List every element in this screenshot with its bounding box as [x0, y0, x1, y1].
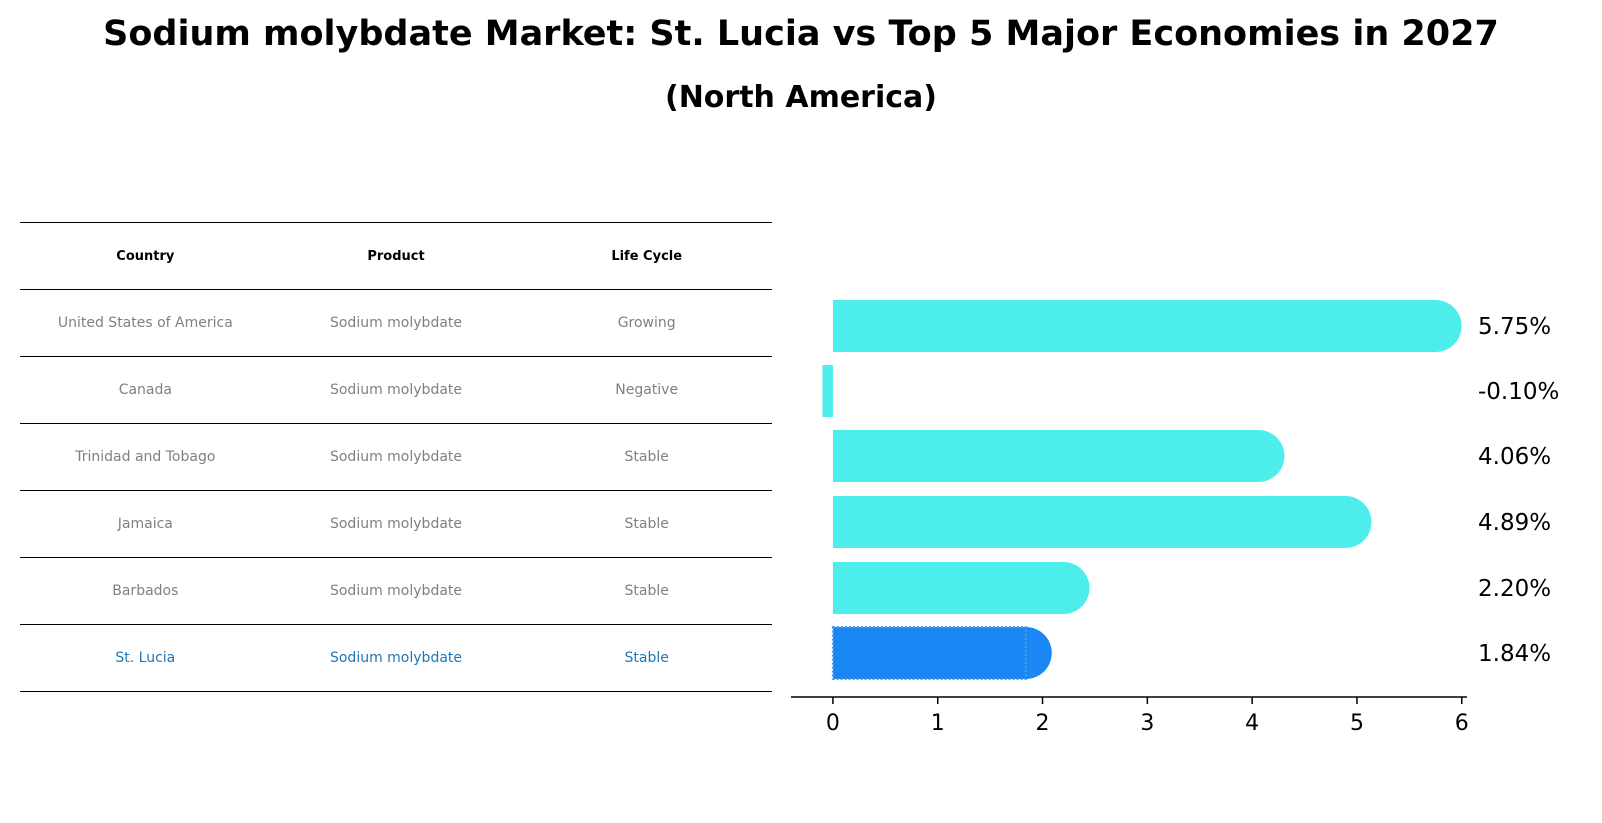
product-cell: Sodium molybdate: [329, 583, 463, 599]
life-cycle-cell: Stable: [624, 449, 669, 465]
bar-value-label: 4.06%: [1478, 444, 1551, 470]
table-row: United States of America Sodium molybdat…: [20, 289, 772, 356]
x-tick-label: 6: [1455, 711, 1469, 736]
table-row: Trinidad and Tobago Sodium molybdate Sta…: [20, 423, 772, 490]
bar: [832, 496, 1372, 548]
bar-value-label: 2.20%: [1478, 576, 1551, 602]
bar: [832, 430, 1285, 482]
table-row: Jamaica Sodium molybdate Stable: [20, 490, 772, 557]
header-life-cycle: Life Cycle: [611, 248, 683, 264]
bar: [822, 365, 833, 417]
life-cycle-cell: Stable: [624, 650, 669, 666]
product-cell: Sodium molybdate: [329, 516, 463, 532]
bar-value-label: 1.84%: [1478, 641, 1551, 667]
chart-title: Sodium molybdate Market: St. Lucia vs To…: [103, 14, 1499, 54]
data-table: Country Product Life Cycle United States…: [20, 222, 772, 692]
life-cycle-cell: Negative: [615, 382, 679, 398]
product-cell: Sodium molybdate: [329, 382, 463, 398]
life-cycle-cell: Stable: [624, 583, 669, 599]
x-tick-label: 4: [1245, 711, 1259, 736]
header-country: Country: [116, 248, 175, 264]
bar: [832, 300, 1462, 352]
country-cell: St. Lucia: [115, 650, 176, 666]
life-cycle-cell: Growing: [617, 315, 676, 331]
x-tick-label: 5: [1350, 711, 1364, 736]
country-cell: Trinidad and Tobago: [75, 449, 216, 465]
table-row-highlight: St. Lucia Sodium molybdate Stable: [20, 624, 772, 692]
life-cycle-cell: Stable: [624, 516, 669, 532]
chart-subtitle: (North America): [664, 80, 937, 115]
country-cell: Barbados: [112, 583, 179, 599]
x-tick-label: 0: [826, 711, 840, 736]
table-row: Barbados Sodium molybdate Stable: [20, 557, 772, 624]
country-cell: Jamaica: [117, 516, 173, 532]
x-tick-label: 2: [1036, 711, 1050, 736]
table-header-row: Country Product Life Cycle: [20, 222, 772, 289]
country-cell: United States of America: [57, 315, 233, 331]
product-cell: Sodium molybdate: [329, 650, 463, 666]
bar: [832, 562, 1090, 614]
bar-value-label: 5.75%: [1478, 314, 1551, 340]
x-tick-label: 1: [931, 711, 945, 736]
product-cell: Sodium molybdate: [329, 315, 463, 331]
header-product: Product: [367, 248, 425, 264]
x-tick-label: 3: [1140, 711, 1154, 736]
highlight-bar: [832, 627, 1052, 679]
bar-value-label: -0.10%: [1478, 379, 1559, 405]
country-cell: Canada: [118, 382, 172, 398]
product-cell: Sodium molybdate: [329, 449, 463, 465]
bar-value-label: 4.89%: [1478, 510, 1551, 536]
highlight-bar-outline: [831, 626, 1027, 680]
table-row: Canada Sodium molybdate Negative: [20, 356, 772, 423]
